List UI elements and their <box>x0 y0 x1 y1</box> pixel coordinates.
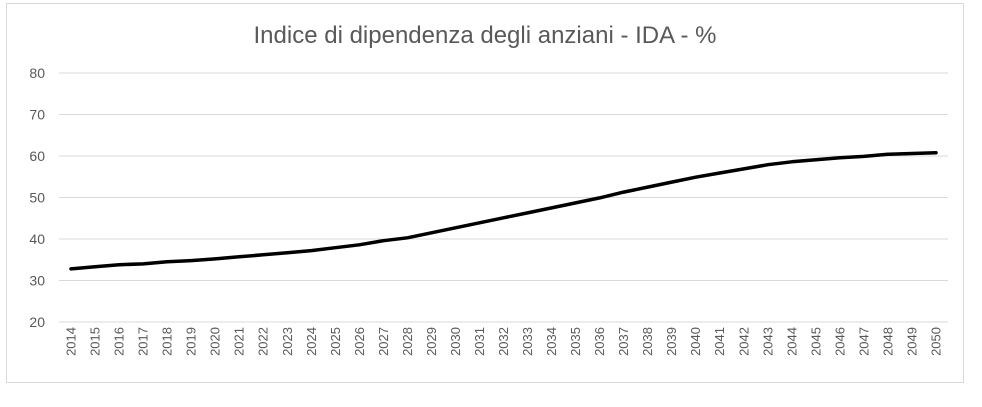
x-tick-label: 2016 <box>112 327 127 356</box>
x-tick-label: 2033 <box>520 327 535 356</box>
y-tick-label: 20 <box>29 314 45 330</box>
y-tick-label: 50 <box>29 190 45 206</box>
x-tick-label: 2024 <box>304 327 319 356</box>
x-tick-label: 2025 <box>328 327 343 356</box>
x-tick-label: 2036 <box>592 327 607 356</box>
y-tick-label: 80 <box>29 65 45 81</box>
x-tick-label: 2037 <box>616 327 631 356</box>
chart-title: Indice di dipendenza degli anziani - IDA… <box>253 22 717 49</box>
x-tick-label: 2050 <box>928 327 943 356</box>
x-tick-label: 2049 <box>904 327 919 356</box>
x-tick-label: 2041 <box>712 327 727 356</box>
x-tick-label: 2043 <box>760 327 775 356</box>
y-tick-label: 70 <box>29 107 45 123</box>
x-tick-label: 2026 <box>352 327 367 356</box>
x-tick-label: 2030 <box>448 327 463 356</box>
x-tick-label: 2018 <box>160 327 175 356</box>
x-tick-label: 2044 <box>784 327 799 356</box>
x-tick-label: 2020 <box>208 327 223 356</box>
x-tick-label: 2046 <box>832 327 847 356</box>
x-tick-label: 2014 <box>64 327 79 356</box>
x-tick-label: 2023 <box>280 327 295 356</box>
y-tick-label: 60 <box>29 148 45 164</box>
x-tick-label: 2048 <box>880 327 895 356</box>
x-tick-label: 2027 <box>376 327 391 356</box>
x-tick-label: 2019 <box>184 327 199 356</box>
x-tick-label: 2032 <box>496 327 511 356</box>
x-tick-label: 2039 <box>664 327 679 356</box>
x-tick-label: 2038 <box>640 327 655 356</box>
x-tick-label: 2042 <box>736 327 751 356</box>
x-tick-label: 2045 <box>808 327 823 356</box>
x-tick-label: 2040 <box>688 327 703 356</box>
x-tick-label: 2017 <box>136 327 151 356</box>
x-tick-label: 2015 <box>88 327 103 356</box>
x-tick-label: 2031 <box>472 327 487 356</box>
y-tick-label: 40 <box>29 231 45 247</box>
x-tick-label: 2034 <box>544 327 559 356</box>
series-line <box>69 150 938 271</box>
y-tick-label: 30 <box>29 273 45 289</box>
chart-frame: Indice di dipendenza degli anziani - IDA… <box>6 3 964 383</box>
x-tick-label: 2029 <box>424 327 439 356</box>
x-tick-label: 2021 <box>232 327 247 356</box>
x-tick-label: 2035 <box>568 327 583 356</box>
x-tick-label: 2022 <box>256 327 271 356</box>
x-tick-label: 2028 <box>400 327 415 356</box>
x-tick-label: 2047 <box>856 327 871 356</box>
